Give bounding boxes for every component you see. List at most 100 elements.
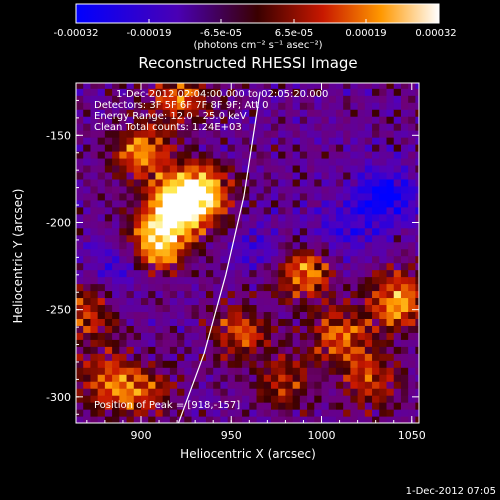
heatmap-cell — [357, 318, 366, 326]
heatmap-cell — [408, 164, 416, 173]
heatmap-cell — [162, 346, 171, 354]
heatmap-cell — [321, 409, 330, 417]
heatmap-cell — [83, 151, 92, 159]
heatmap-cell — [104, 367, 113, 375]
heatmap-cell — [372, 109, 380, 117]
heatmap-cell — [379, 123, 388, 131]
heatmap-cell — [372, 374, 380, 382]
heatmap-cell — [97, 248, 106, 257]
heatmap-cell — [112, 381, 120, 389]
heatmap-cell — [234, 381, 243, 389]
heatmap-cell — [415, 227, 419, 236]
heatmap-cell — [379, 88, 388, 96]
annotation-detectors: Detectors: 3F 5F 6F 7F 8F 9F; Att 0 — [94, 100, 269, 111]
heatmap-cell — [184, 248, 193, 257]
heatmap-cell — [155, 102, 164, 110]
heatmap-cell — [314, 123, 323, 131]
heatmap-cell — [177, 283, 185, 292]
heatmap-cell — [270, 213, 279, 222]
heatmap-cell — [119, 227, 128, 236]
heatmap-cell — [364, 130, 373, 138]
heatmap-cell — [386, 353, 395, 361]
heatmap-cell — [155, 360, 164, 368]
heatmap-cell — [400, 255, 409, 264]
heatmap-cell — [184, 381, 193, 389]
heatmap-cell — [379, 192, 388, 201]
heatmap-cell — [350, 116, 359, 124]
heatmap-cell — [133, 185, 142, 194]
heatmap-cell — [76, 353, 84, 361]
heatmap-cell — [213, 116, 222, 124]
heatmap-cell — [119, 137, 128, 145]
heatmap-cell — [104, 95, 113, 103]
heatmap-cell — [350, 88, 359, 96]
colorbar-tick-label: 0.00032 — [415, 28, 456, 39]
heatmap-cell — [205, 374, 214, 382]
heatmap-cell — [97, 255, 106, 264]
heatmap-cell — [205, 255, 214, 264]
heatmap-cell — [307, 360, 315, 368]
heatmap-cell — [112, 346, 120, 354]
heatmap-cell — [227, 151, 236, 159]
heatmap-cell — [256, 130, 265, 138]
heatmap-cell — [321, 116, 330, 124]
heatmap-cell — [249, 255, 258, 264]
heatmap-cell — [249, 283, 258, 292]
heatmap-cell — [162, 325, 171, 333]
heatmap-cell — [177, 157, 185, 166]
heatmap-cell — [314, 220, 323, 229]
heatmap-cell — [350, 318, 359, 326]
heatmap-cell — [393, 220, 402, 229]
heatmap-cell — [184, 192, 193, 201]
heatmap-cell — [83, 402, 92, 410]
heatmap-cell — [372, 137, 380, 145]
heatmap-cell — [169, 206, 178, 215]
heatmap-cell — [104, 339, 113, 347]
heatmap-cell — [285, 381, 294, 389]
heatmap-cell — [328, 227, 337, 236]
heatmap-cell — [386, 83, 395, 89]
heatmap-cell — [97, 241, 106, 250]
heatmap-cell — [198, 416, 207, 423]
heatmap-cell — [335, 213, 344, 222]
heatmap-cell — [133, 276, 142, 285]
heatmap-cell — [270, 374, 279, 382]
heatmap-cell — [263, 248, 272, 257]
heatmap-cell — [220, 248, 229, 257]
heatmap-cell — [357, 88, 366, 96]
heatmap-cell — [379, 102, 388, 110]
heatmap-cell — [227, 304, 236, 313]
heatmap-cell — [415, 234, 419, 243]
heatmap-cell — [285, 83, 294, 89]
heatmap-cell — [307, 144, 315, 152]
heatmap-cell — [379, 241, 388, 250]
heatmap-cell — [76, 269, 84, 278]
heatmap-cell — [162, 283, 171, 292]
heatmap-cell — [119, 283, 128, 292]
heatmap-cell — [205, 213, 214, 222]
heatmap-cell — [343, 367, 351, 375]
heatmap-cell — [155, 416, 164, 423]
heatmap-cell — [386, 213, 395, 222]
heatmap-cell — [126, 88, 135, 96]
heatmap-cell — [191, 283, 200, 292]
heatmap-cell — [328, 248, 337, 257]
heatmap-cell — [97, 262, 106, 271]
heatmap-cell — [321, 206, 330, 215]
heatmap-cell — [292, 297, 301, 306]
heatmap-cell — [83, 157, 92, 166]
heatmap-cell — [335, 416, 344, 423]
heatmap-cell — [205, 367, 214, 375]
heatmap-cell — [126, 178, 135, 187]
heatmap-cell — [285, 374, 294, 382]
heatmap-cell — [335, 102, 344, 110]
heatmap-cell — [119, 88, 128, 96]
heatmap-cell — [184, 178, 193, 187]
heatmap-cell — [112, 353, 120, 361]
heatmap-cell — [234, 262, 243, 271]
heatmap-cell — [278, 144, 287, 152]
heatmap-cell — [184, 374, 193, 382]
heatmap-cell — [321, 102, 330, 110]
y-tick-label: -300 — [46, 391, 71, 404]
heatmap-cell — [169, 102, 178, 110]
